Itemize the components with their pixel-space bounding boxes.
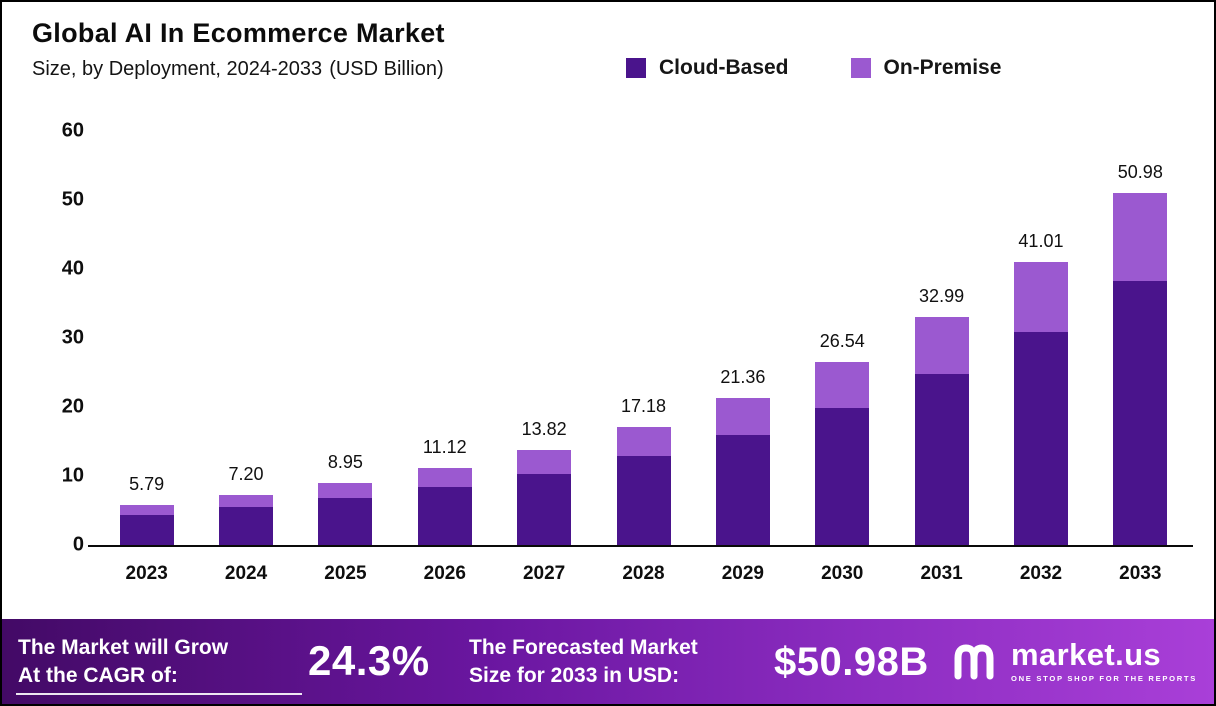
bar-2033-on-premise-segment [1113,193,1168,281]
cagr-label-line1: The Market will Grow [18,636,229,659]
bar-2032: 41.01 [1013,231,1068,545]
brand-name: market.us [1011,636,1162,672]
legend-swatch-0 [626,58,646,78]
bar-2030-total-label: 26.54 [819,330,865,351]
bar-2024-on-premise-segment [219,495,274,507]
x-label-2027: 2027 [522,563,566,584]
bar-2029-on-premise-segment [715,397,770,435]
x-label-2024: 2024 [224,563,268,584]
bar-2026-on-premise-segment [417,468,472,487]
y-tick-40: 40 [61,257,84,280]
cagr-underline [16,693,302,695]
brand-tagline: ONE STOP SHOP FOR THE REPORTS [1011,674,1198,684]
marketus-logo-icon [954,644,994,680]
bar-2029-total-label: 21.36 [720,366,766,387]
y-tick-10: 10 [61,464,84,487]
chart-legend: Cloud-Based On-Premise [626,56,1001,80]
bar-2023: 5.79 [119,474,174,545]
bar-2028: 17.18 [616,396,671,545]
legend-item-cloud-based: Cloud-Based [626,56,789,80]
bar-2032-total-label: 41.01 [1018,231,1064,252]
bar-2023-total-label: 5.79 [129,474,165,495]
bar-2025: 8.95 [318,452,373,545]
bar-2033-total-label: 50.98 [1117,162,1163,183]
bar-2028-cloud-based-segment [616,456,671,545]
bar-2030-cloud-based-segment [815,407,870,545]
bar-2033-cloud-based-segment [1113,280,1168,545]
bar-2025-on-premise-segment [318,483,373,499]
bar-2033: 50.98 [1113,162,1168,545]
bar-2026-total-label: 11.12 [422,437,467,458]
bar-2026: 11.12 [417,437,472,545]
bar-2023-on-premise-segment [119,505,174,515]
bar-2031-total-label: 32.99 [919,286,965,307]
bar-2031-on-premise-segment [914,317,969,374]
x-label-2023: 2023 [125,563,168,584]
bar-2030-on-premise-segment [815,361,870,408]
page-subtitle: Size, by Deployment, 2024-2033 (USD Billi… [32,58,444,81]
page-title: Global AI In Ecommerce Market [32,18,445,48]
subtitle-text: Size, by Deployment, 2024-2033 [32,58,323,80]
y-tick-60: 60 [61,119,84,142]
x-label-2026: 2026 [423,563,466,584]
forecast-value: $50.98B [774,640,929,684]
x-label-2029: 2029 [721,563,764,584]
x-label-2030: 2030 [821,563,864,584]
brand-logo: market.us ONE STOP SHOP FOR THE REPORTS [950,636,1197,686]
x-label-2028: 2028 [622,563,665,584]
bar-2025-total-label: 8.95 [327,452,363,473]
forecast-label-line2: Size for 2033 in USD: [469,663,680,687]
plot-area: 5.79 2023 7.20 2024 8.95 2025 11.12 2026 13.82 20… [88,131,1193,584]
bar-2024: 7.20 [219,464,274,545]
bar-2026-cloud-based-segment [417,487,472,545]
bar-2027: 13.82 [517,419,572,545]
bar-2025-cloud-based-segment [318,498,373,545]
legend-item-on-premise: On-Premise [850,56,1002,80]
footer-banner: The Market will Grow At the CAGR of: 24.… [2,619,1214,704]
bar-2027-total-label: 13.82 [521,418,567,439]
bar-2027-on-premise-segment [517,449,572,474]
forecast-label: The Forecasted Market Size for 2033 in U… [469,634,698,689]
bar-2031: 32.99 [914,286,969,545]
y-tick-20: 20 [61,395,84,418]
legend-swatch-1 [850,58,871,78]
legend-label-cloud-based: Cloud-Based [659,56,789,79]
x-label-2033: 2033 [1119,563,1162,584]
bar-2023-cloud-based-segment [119,514,174,545]
legend-label-on-premise: On-Premise [883,56,1002,79]
cagr-value: 24.3% [308,637,430,684]
x-label-2025: 2025 [324,563,367,584]
brand-text: market.us ONE STOP SHOP FOR THE REPORTS [1011,636,1198,684]
y-axis-ticks: 0 10 20 30 40 50 60 [26,120,84,556]
y-tick-0: 0 [72,533,84,556]
bar-2031-cloud-based-segment [914,373,969,545]
bar-2028-total-label: 17.18 [620,395,667,416]
bar-2024-total-label: 7.20 [228,464,264,485]
forecast-label-line1: The Forecasted Market [469,636,698,659]
x-label-2031: 2031 [920,563,963,584]
bar-2030: 26.54 [815,331,870,545]
y-tick-50: 50 [61,188,84,211]
bar-2028-on-premise-segment [616,426,671,456]
cagr-label-line2: At the CAGR of: [18,663,178,687]
bar-2029: 21.36 [715,367,770,545]
subtitle-units: (USD Billion) [329,58,444,80]
bar-2027-cloud-based-segment [517,473,572,545]
x-label-2032: 2032 [1019,563,1063,584]
bar-2024-cloud-based-segment [219,507,274,545]
bar-2029-cloud-based-segment [715,434,770,545]
bar-2032-cloud-based-segment [1013,331,1068,545]
bar-2032-on-premise-segment [1013,262,1068,332]
x-axis-baseline [88,545,1193,547]
y-tick-30: 30 [61,326,84,349]
cagr-label: The Market will Grow At the CAGR of: [18,634,228,689]
